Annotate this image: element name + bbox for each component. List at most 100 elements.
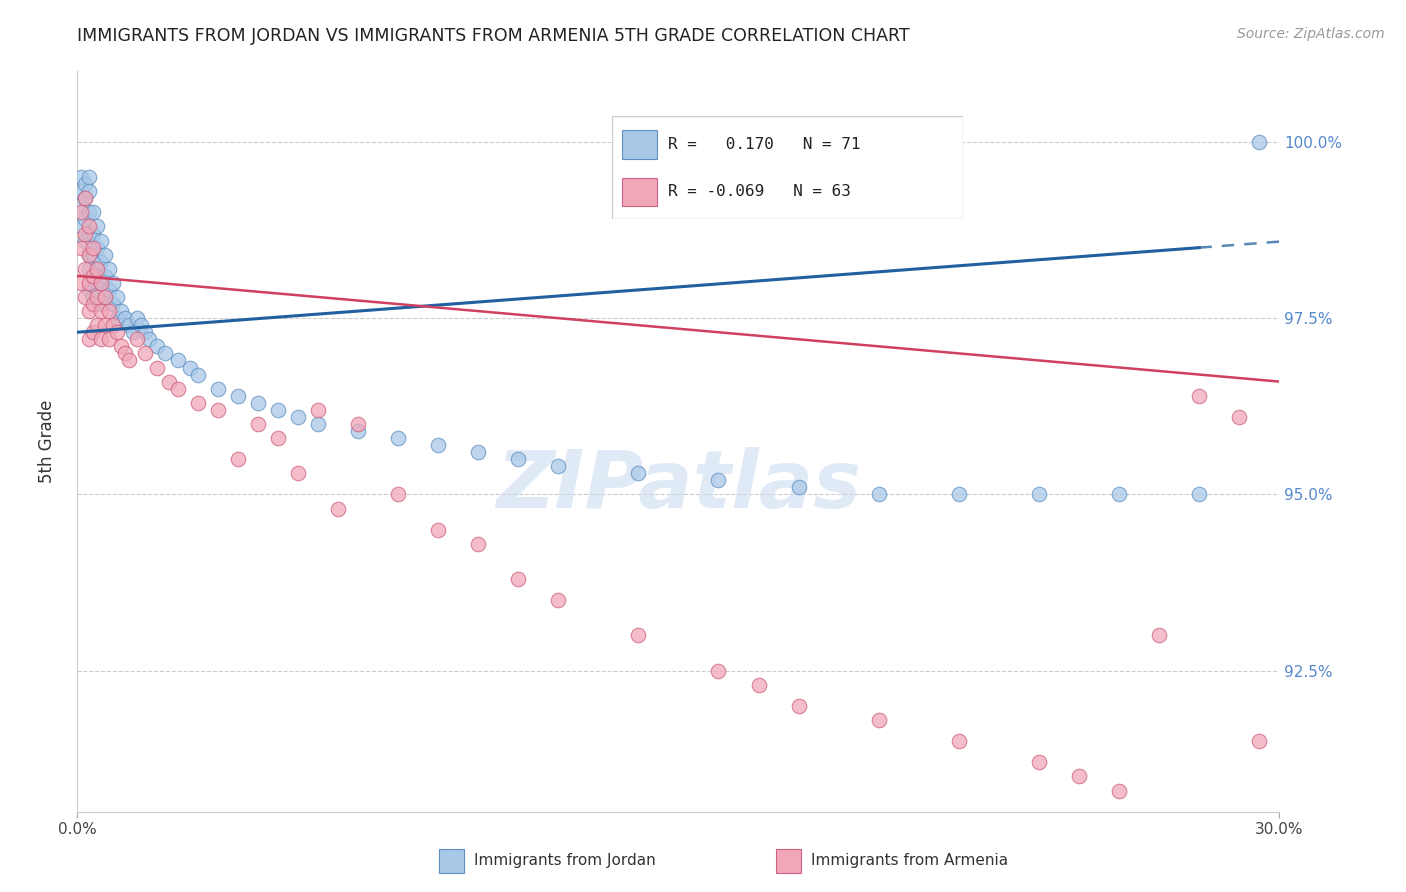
Point	[75, 191, 97, 205]
Point	[82, 268, 104, 283]
Point	[110, 304, 132, 318]
Point	[547, 459, 569, 474]
Point	[79, 261, 101, 276]
Point	[107, 325, 129, 339]
Point	[79, 227, 101, 241]
Point	[70, 198, 93, 212]
Point	[79, 170, 101, 185]
Point	[114, 346, 136, 360]
Point	[1028, 756, 1050, 770]
Point	[107, 311, 129, 326]
Bar	[621, 130, 657, 159]
Point	[90, 234, 112, 248]
Point	[107, 290, 129, 304]
Point	[103, 276, 125, 290]
Point	[79, 304, 101, 318]
Point	[75, 261, 97, 276]
Point	[948, 734, 970, 748]
Point	[159, 375, 181, 389]
Point	[508, 452, 530, 467]
Point	[226, 389, 249, 403]
Point	[79, 184, 101, 198]
Point	[287, 409, 309, 424]
Point	[110, 339, 132, 353]
Point	[90, 304, 112, 318]
Point	[787, 698, 810, 713]
Point	[287, 467, 309, 481]
FancyBboxPatch shape	[612, 116, 963, 219]
Point	[155, 346, 177, 360]
Point	[787, 480, 810, 494]
Point	[267, 402, 290, 417]
Point	[1249, 135, 1271, 149]
Point	[75, 234, 97, 248]
Point	[179, 360, 201, 375]
Point	[90, 297, 112, 311]
Point	[75, 212, 97, 227]
Point	[70, 241, 93, 255]
Point	[98, 283, 121, 297]
Point	[82, 325, 104, 339]
Point	[82, 241, 104, 255]
Point	[70, 276, 93, 290]
Point	[79, 219, 101, 234]
Point	[347, 424, 370, 438]
Point	[82, 227, 104, 241]
Point	[70, 219, 93, 234]
Point	[267, 431, 290, 445]
Point	[127, 332, 149, 346]
Point	[75, 290, 97, 304]
Point	[90, 332, 112, 346]
Point	[90, 254, 112, 268]
Point	[1108, 487, 1130, 501]
Point	[387, 431, 409, 445]
Bar	[439, 848, 464, 873]
Point	[187, 368, 209, 382]
Point	[347, 417, 370, 431]
Point	[707, 473, 730, 487]
Point	[82, 290, 104, 304]
Point	[86, 283, 108, 297]
Point	[307, 402, 329, 417]
Y-axis label: 5th Grade: 5th Grade	[38, 400, 56, 483]
Point	[94, 318, 117, 333]
Point	[94, 290, 117, 304]
Point	[98, 261, 121, 276]
Point	[79, 276, 101, 290]
Point	[103, 318, 125, 333]
Point	[748, 678, 770, 692]
Point	[86, 261, 108, 276]
Text: R = -0.069   N = 63: R = -0.069 N = 63	[668, 185, 851, 200]
Point	[948, 487, 970, 501]
Point	[118, 318, 141, 333]
Point	[307, 417, 329, 431]
Point	[387, 487, 409, 501]
Point	[146, 339, 169, 353]
Point	[75, 177, 97, 191]
Point	[627, 628, 650, 642]
Point	[94, 290, 117, 304]
Point	[86, 241, 108, 255]
Point	[86, 290, 108, 304]
Point	[187, 396, 209, 410]
Point	[1149, 628, 1171, 642]
Point	[70, 205, 93, 219]
Point	[103, 297, 125, 311]
Point	[1069, 769, 1091, 783]
Text: Immigrants from Jordan: Immigrants from Jordan	[474, 854, 655, 868]
Point	[82, 205, 104, 219]
Point	[146, 360, 169, 375]
Text: Immigrants from Armenia: Immigrants from Armenia	[811, 854, 1008, 868]
Point	[82, 268, 104, 283]
Point	[118, 353, 141, 368]
Bar	[621, 178, 657, 206]
Point	[138, 332, 160, 346]
Point	[90, 276, 112, 290]
Point	[246, 417, 269, 431]
Text: ZIPatlas: ZIPatlas	[496, 447, 860, 525]
Point	[166, 382, 188, 396]
Point	[79, 283, 101, 297]
Point	[94, 268, 117, 283]
Point	[131, 318, 153, 333]
Point	[134, 325, 156, 339]
